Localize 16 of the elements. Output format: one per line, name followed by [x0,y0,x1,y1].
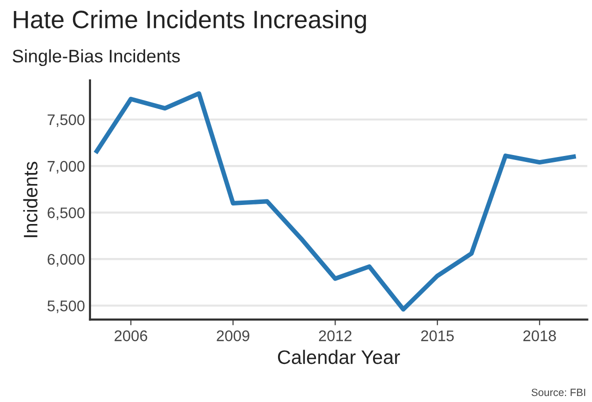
x-tick-label: 2018 [523,330,556,342]
chart-subtitle: Single-Bias Incidents [12,49,180,66]
y-tick-label: 6,500 [48,207,85,220]
y-tick-label: 7,000 [48,160,85,174]
y-tick-label: 7,500 [48,114,85,127]
y-tick-label: 5,500 [48,300,85,314]
x-tick-label: 2006 [114,330,148,342]
x-tick-label: 2015 [421,330,454,342]
line-series [94,91,576,312]
x-tick-label: 2009 [216,330,250,342]
y-axis-title: Incidents [23,162,38,238]
x-axis-title: Calendar Year [278,350,400,364]
x-tick-label: 2012 [318,330,352,342]
chart-title: Hate Crime Incidents Increasing [14,10,366,34]
y-tick-label: 6,000 [48,254,85,267]
source-note: Source: FBI [532,388,586,396]
